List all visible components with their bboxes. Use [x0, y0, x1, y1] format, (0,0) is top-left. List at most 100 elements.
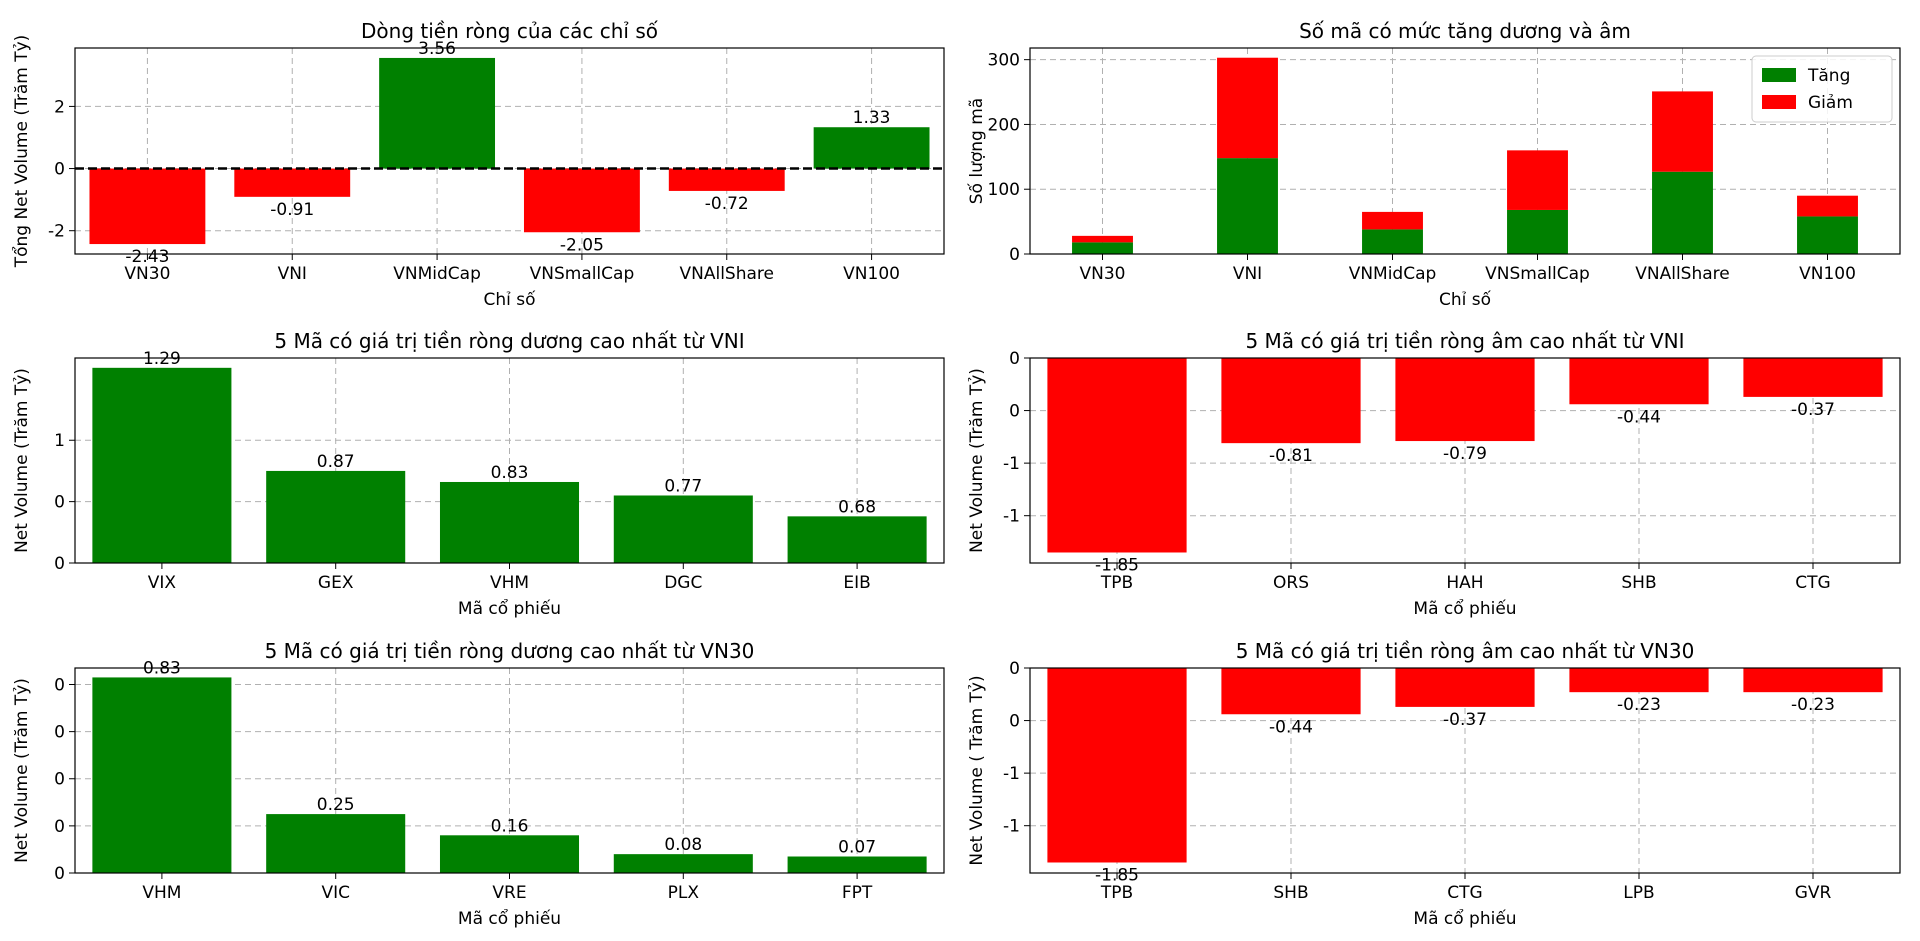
x-tick-label: VIX [148, 573, 177, 593]
chart-title: 5 Mã có giá trị tiền ròng âm cao nhất từ… [1236, 639, 1695, 663]
y-tick-label: 0 [54, 770, 65, 790]
x-tick-label: VNSmallCap [530, 264, 635, 284]
y-tick-label: 0 [54, 675, 65, 695]
y-tick-label: -1 [1003, 817, 1020, 837]
legend-label-1: Giảm [1808, 93, 1853, 113]
x-tick-label: CTG [1795, 573, 1830, 593]
bar-tăng-vnallshare [1652, 171, 1713, 254]
y-tick-label: 1 [54, 431, 65, 451]
data-label-vnsmallcap: -2.05 [560, 235, 604, 255]
bar-vni [234, 168, 351, 197]
y-axis-label: Net Volume ( Trăm Tỷ) [967, 675, 987, 865]
x-axis-label: Chỉ số [1439, 289, 1492, 310]
data-label-ctg: -0.37 [1443, 710, 1487, 730]
x-tick-label: VRE [492, 883, 526, 903]
data-label-ctg: -0.37 [1791, 400, 1835, 420]
x-tick-label: VNI [278, 264, 307, 284]
bar-shb [1221, 668, 1361, 715]
x-tick-label: ORS [1273, 573, 1309, 593]
chart-panel-3: 1.29 0.87 0.83 0.77 0.68 0 0 1 VIX GEX VHM DGC EIB 5 … [12, 329, 945, 619]
data-label-gex: 0.87 [317, 452, 355, 472]
x-tick-label: TPB [1100, 573, 1133, 593]
axes-frame [74, 47, 945, 255]
y-tick-label: 100 [988, 180, 1020, 200]
legend-swatch-1 [1762, 95, 1796, 109]
data-label-gvr: -0.23 [1791, 695, 1835, 715]
data-label-vnmidcap: 3.56 [418, 39, 456, 59]
x-axis-label: Mã cổ phiếu [458, 908, 561, 929]
legend-swatch-0 [1762, 68, 1796, 82]
bar-lpb [1569, 668, 1709, 693]
x-tick-label: GVR [1795, 883, 1832, 903]
bar-plx [613, 854, 753, 873]
bar-tăng-vn30 [1072, 242, 1133, 254]
bar-giảm-vnmidcap [1362, 211, 1423, 230]
bar-vn30 [89, 168, 206, 245]
bar-ctg [1395, 668, 1535, 707]
data-label-vnallshare: -0.72 [705, 194, 749, 214]
x-tick-label: PLX [668, 883, 700, 903]
x-tick-label: VNMidCap [393, 264, 481, 284]
x-tick-label: VHM [142, 883, 181, 903]
bar-ors [1221, 358, 1361, 444]
x-tick-label: VNMidCap [1349, 264, 1437, 284]
y-tick-label: -1 [1003, 454, 1020, 474]
legend: Tăng Giảm [1751, 55, 1893, 123]
data-label-vre: 0.16 [491, 816, 529, 836]
x-tick-label: GEX [318, 573, 354, 593]
y-tick-label: 0 [54, 160, 65, 180]
y-tick-label: 200 [988, 115, 1020, 135]
y-tick-label: 0 [54, 554, 65, 574]
data-label-shb: -0.44 [1269, 717, 1313, 737]
y-tick-label: 0 [1009, 402, 1020, 422]
bar-ctg [1743, 358, 1883, 397]
x-tick-label: VN100 [1799, 264, 1856, 284]
data-label-shb: -0.44 [1617, 407, 1661, 427]
bar-fpt [787, 856, 927, 873]
x-axis-label: Mã cổ phiếu [458, 598, 561, 619]
x-tick-label: SHB [1273, 883, 1308, 903]
y-tick-label: -1 [1003, 764, 1020, 784]
x-axis-label: Mã cổ phiếu [1413, 908, 1516, 929]
y-tick-label: 0 [54, 723, 65, 743]
y-tick-label: 0 [1009, 349, 1020, 369]
bar-vnsmallcap [523, 168, 640, 233]
bar-tăng-vn100 [1797, 216, 1858, 254]
y-tick-label: 300 [988, 51, 1020, 71]
data-label-vn100: 1.33 [853, 108, 891, 128]
bar-vix [92, 367, 232, 563]
data-label-vic: 0.25 [317, 795, 355, 815]
x-tick-label: HAH [1446, 573, 1483, 593]
bar-vnmidcap [379, 57, 496, 169]
bar-giảm-vnallshare [1652, 91, 1713, 172]
y-axis-label: Số lượng mã [966, 98, 987, 204]
data-label-vix: 1.29 [143, 349, 181, 369]
data-label-vhm: 0.83 [491, 463, 529, 483]
data-label-dgc: 0.77 [664, 476, 702, 496]
x-tick-label: VNSmallCap [1485, 264, 1590, 284]
chart-title: 5 Mã có giá trị tiền ròng dương cao nhất… [274, 329, 744, 353]
x-tick-label: TPB [1100, 883, 1133, 903]
bar-shb [1569, 358, 1709, 405]
x-tick-label: LPB [1623, 883, 1654, 903]
bar-gex [266, 470, 406, 563]
data-label-fpt: 0.07 [838, 838, 876, 858]
chart-panel-2: 0 100 200 300 VN30 VNI VNMidCap VNSmallCap VNAll… [966, 19, 1901, 310]
bar-tpb [1047, 358, 1187, 553]
bar-giảm-vn30 [1072, 235, 1133, 243]
x-tick-label: VNI [1233, 264, 1262, 284]
bar-vic [266, 814, 406, 873]
bar-vn100 [813, 127, 930, 169]
bar-dgc [613, 495, 753, 563]
y-tick-label: -1 [1003, 507, 1020, 527]
bar-vhm [439, 481, 580, 563]
data-label-hah: -0.79 [1443, 444, 1487, 464]
bar-giảm-vnsmallcap [1507, 150, 1568, 210]
bar-eib [787, 516, 927, 563]
y-axis-label: Net Volume (Trăm Tỷ) [12, 368, 32, 553]
bar-tăng-vnsmallcap [1507, 209, 1568, 254]
data-label-lpb: -0.23 [1617, 695, 1661, 715]
x-axis-label: Chỉ số [483, 289, 536, 310]
